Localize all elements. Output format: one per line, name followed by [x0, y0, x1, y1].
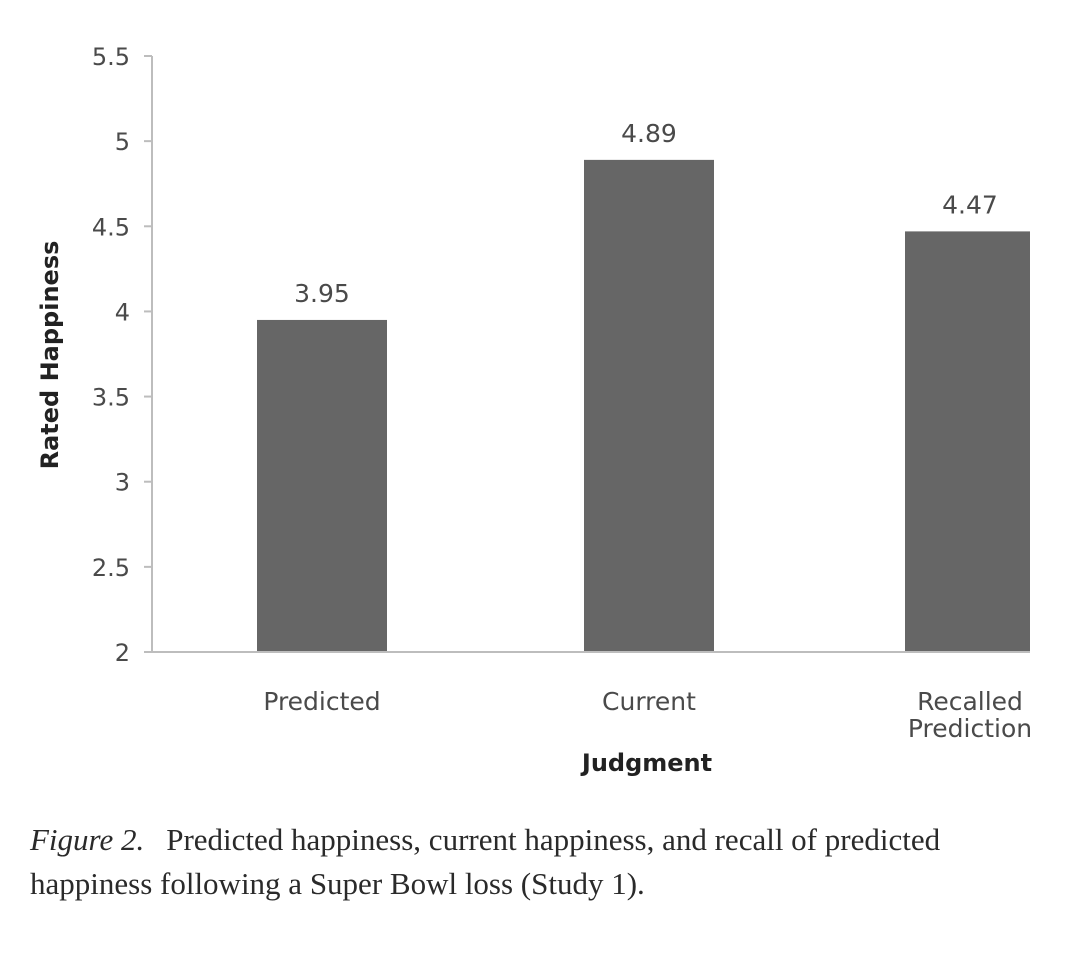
- y-tick-label: 3: [115, 469, 130, 497]
- bars: [257, 159, 1030, 653]
- y-tick-label: 4.5: [92, 213, 130, 241]
- y-tick-label: 4: [115, 298, 130, 326]
- x-category-label: Recalled Prediction: [908, 687, 1032, 743]
- x-category-label-line: Prediction: [908, 714, 1032, 743]
- y-tick-label: 2.5: [92, 554, 130, 582]
- x-category-label-line: Predicted: [263, 687, 380, 716]
- x-axis-title: Judgment: [580, 749, 712, 777]
- bar: [905, 231, 1030, 652]
- bar-value-label: 4.47: [942, 190, 998, 219]
- y-axis-ticks: 2 2.5 3 3.5 4 4.5 5 5.5: [92, 43, 152, 667]
- category-labels: Predicted Current Recalled Prediction: [263, 687, 1032, 743]
- caption-label: Figure 2.: [30, 822, 145, 857]
- y-tick-label: 3.5: [92, 384, 130, 412]
- y-axis-title: Rated Happiness: [36, 241, 64, 470]
- y-tick-label: 2: [115, 639, 130, 667]
- bar: [257, 319, 387, 652]
- y-tick-label: 5: [115, 128, 130, 156]
- caption-text: Predicted happiness, current happiness, …: [30, 822, 941, 901]
- bar-chart: 2 2.5 3 3.5 4 4.5 5 5.5 3.95 4.89 4.47 Predicted C…: [36, 43, 1032, 777]
- x-category-label: Predicted: [263, 687, 380, 716]
- bar: [584, 159, 714, 653]
- x-category-label: Current: [602, 687, 696, 716]
- bar-value-label: 4.89: [621, 119, 677, 148]
- value-labels: 3.95 4.89 4.47: [294, 119, 998, 308]
- y-tick-label: 5.5: [92, 43, 130, 71]
- x-category-label-line: Recalled: [917, 687, 1023, 716]
- bar-value-label: 3.95: [294, 279, 350, 308]
- x-category-label-line: Current: [602, 687, 696, 716]
- figure-caption: Figure 2. Predicted happiness, current ha…: [30, 818, 1060, 906]
